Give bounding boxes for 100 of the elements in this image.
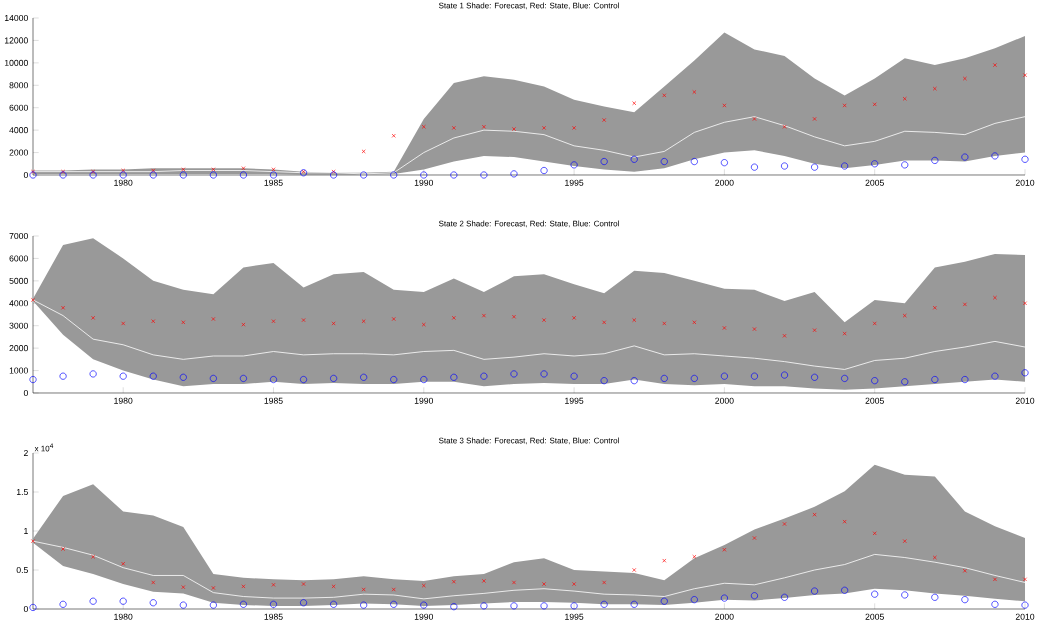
point: [961, 376, 969, 384]
point: [720, 159, 728, 167]
line-series: [32, 299, 1026, 370]
point: [752, 327, 757, 332]
point: [450, 373, 458, 381]
point: [179, 171, 187, 179]
point: [181, 320, 186, 325]
point: [781, 162, 789, 170]
y-tick-label: 7000: [9, 232, 28, 240]
point: [480, 372, 488, 380]
point: [481, 578, 486, 583]
point: [271, 167, 276, 172]
point: [871, 160, 879, 168]
point: [602, 580, 607, 585]
point: [812, 328, 817, 333]
point: [871, 590, 879, 598]
point: [570, 161, 578, 169]
point: [360, 601, 368, 609]
point: [29, 376, 37, 384]
point: [692, 554, 697, 559]
point: [872, 531, 877, 536]
y-tick-label: 12000: [4, 37, 28, 44]
x-tick-label: 1985: [264, 613, 283, 620]
point: [241, 322, 246, 327]
point: [962, 76, 967, 81]
point: [931, 593, 939, 601]
point: [451, 579, 456, 584]
point: [660, 158, 668, 166]
point: [391, 133, 396, 138]
point: [782, 521, 787, 526]
point: [149, 372, 157, 380]
point: [121, 321, 126, 326]
point: [991, 372, 999, 380]
point: [121, 561, 126, 566]
point: [331, 321, 336, 326]
point: [241, 584, 246, 589]
point: [119, 171, 127, 179]
point: [961, 596, 969, 604]
point: [179, 601, 187, 609]
point: [781, 371, 789, 379]
point: [510, 170, 518, 178]
point: [632, 318, 637, 323]
point: [932, 86, 937, 91]
point: [271, 319, 276, 324]
point: [600, 600, 608, 608]
point: [330, 600, 338, 608]
point: [421, 124, 426, 129]
point: [241, 166, 246, 171]
x-tick-label: 2005: [865, 179, 884, 186]
point: [390, 171, 398, 179]
point: [540, 166, 548, 175]
point: [750, 592, 758, 600]
y-tick-label: 10000: [4, 59, 28, 66]
point: [89, 171, 97, 179]
point: [961, 153, 969, 161]
point: [602, 320, 607, 325]
point: [812, 512, 817, 517]
point: [902, 539, 907, 544]
point: [842, 331, 847, 336]
point: [1021, 155, 1029, 163]
point: [811, 373, 819, 381]
x-tick-label: 1980: [114, 613, 133, 620]
x-tick-label: 1985: [264, 179, 283, 186]
point: [660, 374, 668, 382]
point: [932, 305, 937, 310]
point: [841, 586, 849, 594]
point: [421, 322, 426, 327]
point: [420, 601, 428, 609]
point: [630, 600, 638, 608]
x-tick-label: 2010: [1015, 613, 1035, 620]
point: [662, 93, 667, 98]
point: [660, 597, 668, 605]
point: [572, 582, 577, 587]
y-tick-label: 5000: [9, 277, 28, 284]
point: [149, 171, 157, 179]
x-tick-label: 1980: [114, 179, 133, 186]
point: [570, 372, 578, 380]
x-tick-label: 2000: [715, 397, 734, 404]
point: [510, 602, 518, 610]
point: [632, 567, 637, 573]
point: [812, 116, 817, 121]
y-tick-label: 2: [23, 449, 28, 457]
point: [722, 103, 727, 108]
point: [722, 547, 727, 552]
x-tick-label: 1995: [565, 179, 584, 186]
point: [89, 597, 97, 605]
point: [361, 587, 366, 592]
point: [842, 103, 847, 108]
y-tick-label: 0: [23, 389, 28, 397]
point: [391, 316, 396, 322]
point: [572, 125, 577, 130]
point: [119, 597, 127, 605]
x-tick-label: 2005: [865, 397, 884, 404]
x-tick-label: 1985: [264, 397, 283, 404]
point: [992, 577, 997, 582]
y-tick-label: 0: [23, 171, 28, 179]
point: [421, 583, 426, 588]
point: [481, 313, 486, 318]
x-tick-label: 1980: [114, 397, 133, 404]
point: [59, 600, 67, 608]
